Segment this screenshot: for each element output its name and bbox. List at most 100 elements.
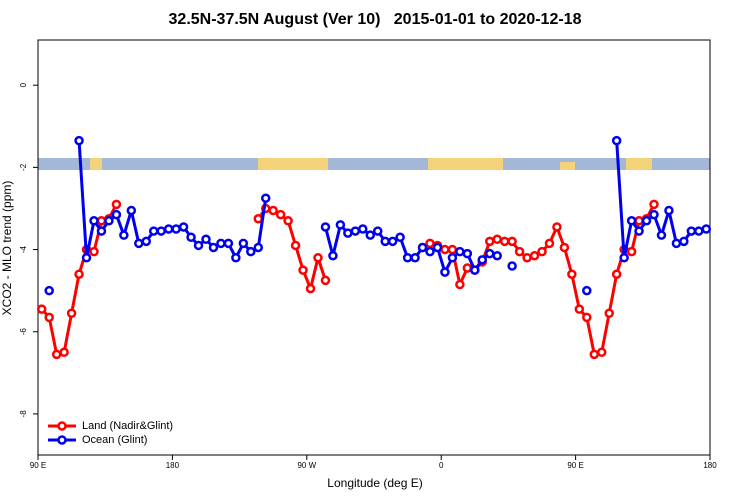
data-point	[656, 230, 667, 240]
data-point	[365, 230, 376, 240]
data-point	[358, 224, 368, 234]
legend-label: Ocean (Glint)	[82, 434, 147, 446]
data-point	[81, 253, 92, 263]
data-point	[253, 242, 264, 253]
y-tick-label: -2	[19, 163, 28, 171]
data-point	[253, 213, 264, 224]
data-point	[275, 209, 286, 220]
data-point	[507, 236, 517, 247]
data-point	[440, 244, 450, 255]
data-point	[462, 263, 473, 273]
data-point	[641, 216, 652, 226]
data-point	[163, 224, 174, 234]
data-point	[320, 222, 331, 232]
data-point	[604, 308, 614, 318]
ocean-strip	[38, 158, 710, 170]
data-point	[440, 267, 450, 277]
data-point	[410, 253, 420, 263]
x-tick-label: 180	[703, 461, 717, 470]
data-point	[387, 236, 398, 247]
land-patch	[560, 162, 575, 170]
data-point	[193, 240, 204, 251]
data-point	[201, 234, 211, 245]
data-point	[343, 228, 353, 238]
chart-title: 32.5N-37.5N August (Ver 10) 2015-01-01 t…	[169, 11, 582, 28]
data-point	[298, 265, 308, 275]
data-point	[156, 226, 166, 236]
data-point	[171, 224, 181, 234]
data-point	[596, 347, 607, 358]
data-point	[455, 246, 465, 257]
data-point	[89, 216, 99, 226]
data-point	[634, 216, 644, 226]
data-point	[634, 226, 644, 236]
data-point	[537, 246, 547, 257]
data-point	[582, 312, 592, 323]
data-point	[104, 216, 114, 226]
data-point	[402, 253, 413, 263]
data-point	[619, 253, 629, 263]
data-point	[111, 209, 122, 220]
data-point	[671, 238, 682, 249]
data-point	[313, 253, 323, 263]
data-point	[470, 265, 480, 275]
data-point	[649, 199, 659, 210]
data-point	[36, 304, 47, 314]
data-point	[141, 236, 152, 247]
x-tick-label: 180	[166, 461, 180, 470]
data-point	[74, 269, 84, 279]
data-point	[544, 238, 555, 249]
data-point	[425, 238, 435, 249]
x-tick-label: 90 E	[30, 461, 46, 470]
data-point	[380, 236, 390, 247]
data-point	[417, 242, 428, 253]
data-point	[522, 253, 532, 263]
data-point	[305, 283, 316, 294]
y-tick-label: -6	[19, 328, 28, 336]
data-point	[649, 209, 659, 220]
data-point	[372, 226, 383, 236]
data-point	[477, 255, 488, 265]
data-point	[679, 236, 689, 247]
data-point	[216, 238, 226, 249]
x-axis-label: Longitude (deg E)	[327, 476, 422, 490]
legend-label: Land (Nadir&Glint)	[82, 420, 173, 432]
data-point	[223, 238, 234, 249]
land-patch	[258, 158, 328, 170]
data-point	[492, 234, 502, 245]
data-point	[134, 238, 144, 249]
data-point	[66, 308, 77, 318]
data-point	[126, 205, 137, 216]
data-point	[626, 246, 637, 257]
data-point	[589, 349, 600, 360]
data-point	[208, 242, 219, 253]
land-patch	[626, 158, 652, 170]
data-point	[320, 275, 331, 286]
x-tick-label: 90 E	[567, 461, 583, 470]
data-point	[96, 216, 107, 226]
y-tick-label: 0	[19, 82, 28, 87]
y-tick-label: -8	[19, 410, 28, 418]
data-point	[328, 250, 338, 261]
data-point	[567, 269, 577, 279]
data-point	[432, 242, 443, 253]
legend-marker	[57, 421, 67, 431]
data-point	[507, 261, 517, 271]
land-patch	[428, 158, 503, 170]
data-point	[611, 269, 622, 279]
data-point	[484, 248, 495, 259]
land-patch	[90, 158, 102, 170]
data-point	[664, 205, 674, 216]
data-point	[148, 226, 159, 236]
data-point	[260, 193, 271, 203]
legend-marker	[57, 435, 67, 445]
data-point	[626, 216, 637, 226]
data-point	[455, 279, 465, 290]
data-point	[119, 230, 129, 240]
data-point	[582, 285, 592, 296]
data-point	[499, 236, 510, 247]
y-axis-label: XCO2 - MLO trend (ppm)	[0, 181, 14, 316]
data-point	[425, 246, 435, 257]
plot-frame	[37, 39, 711, 456]
